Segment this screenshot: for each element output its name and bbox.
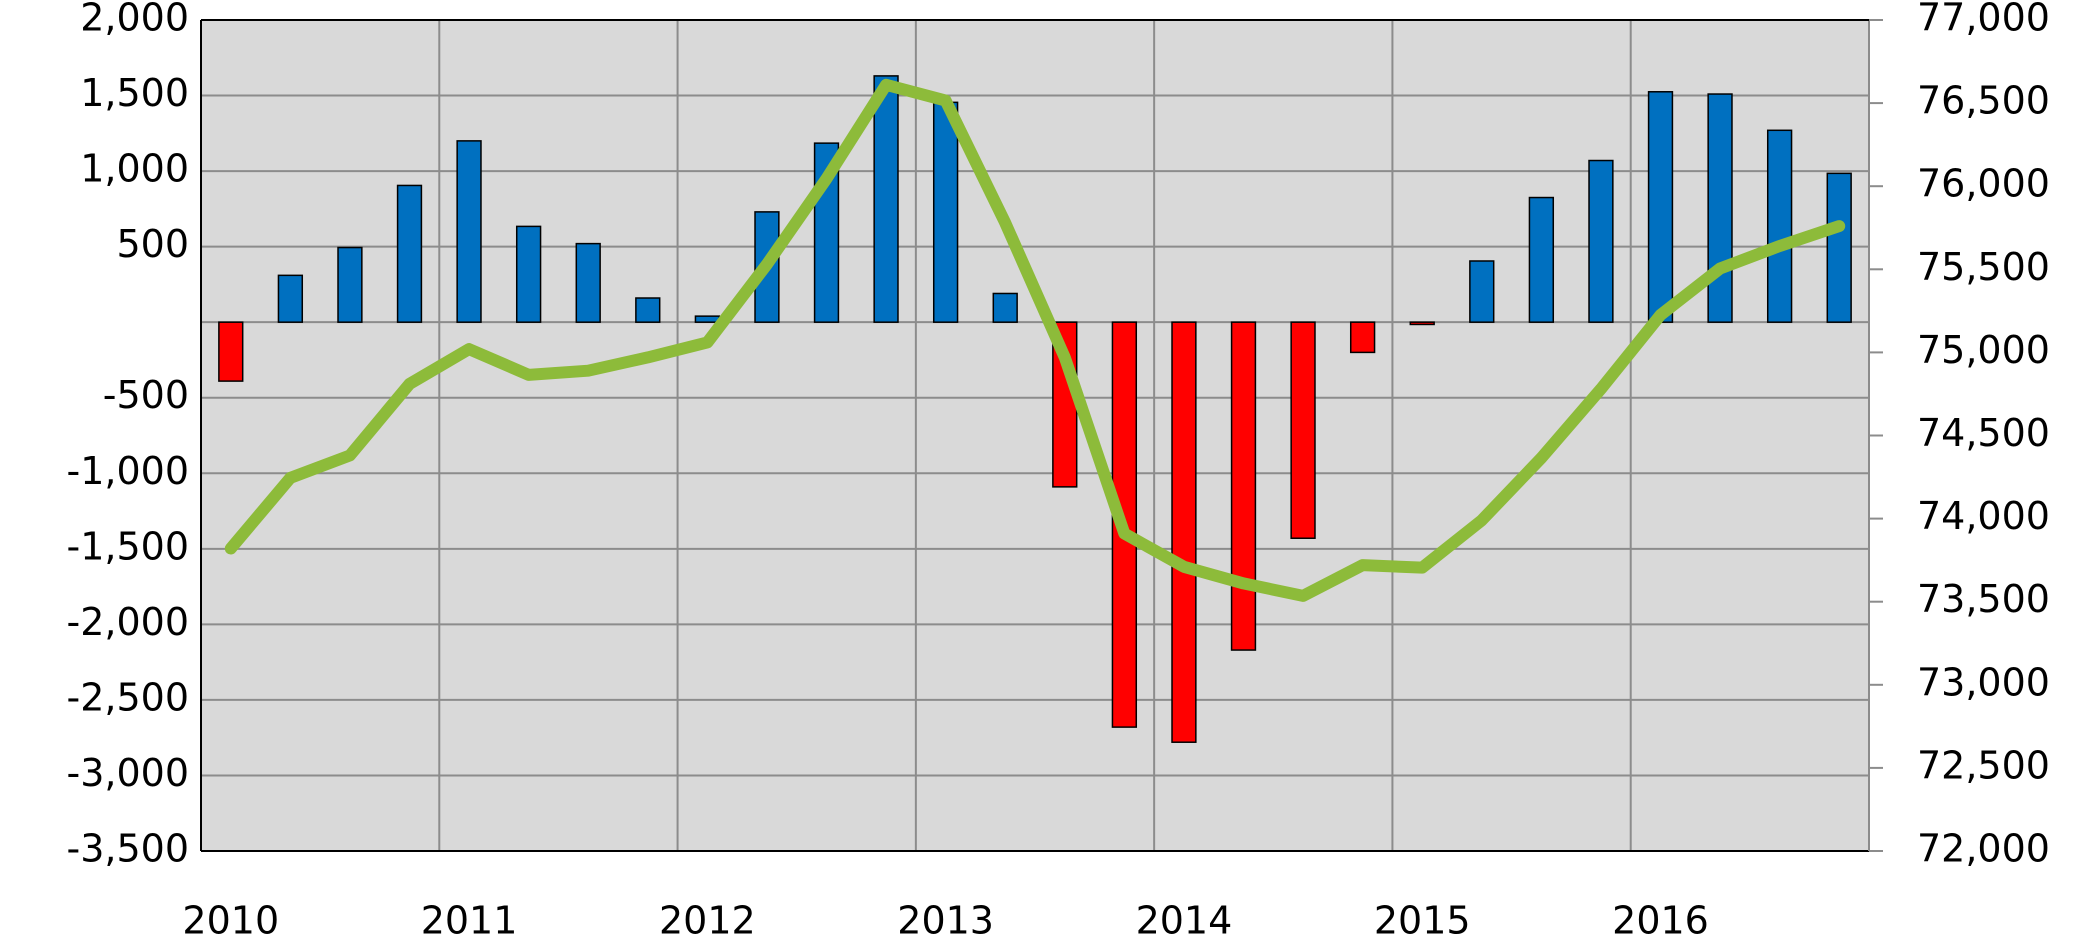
bar [575, 242, 601, 323]
bar [635, 297, 661, 323]
bar [932, 101, 959, 323]
y2-tick-label: 73,000 [1917, 660, 2050, 704]
x-tick-label: 2016 [1612, 899, 1709, 943]
bar [456, 140, 482, 323]
x-tick-label: 2013 [897, 899, 994, 943]
y-tick-label: 500 [116, 222, 189, 266]
bar [396, 184, 423, 323]
bar [1707, 93, 1733, 323]
bar [1171, 321, 1197, 743]
bar [992, 292, 1018, 323]
y-tick-label: -500 [103, 373, 189, 417]
x-tick-label: 2010 [182, 899, 279, 943]
bar [1230, 321, 1257, 651]
x-tick-label: 2012 [659, 899, 756, 943]
bar [1290, 321, 1316, 539]
bar [694, 315, 721, 323]
bar [1766, 129, 1793, 323]
bar [277, 274, 304, 323]
y-tick-label: 1,500 [80, 71, 189, 115]
y-tick-label: 2,000 [80, 0, 189, 40]
bar [873, 75, 899, 323]
bar [337, 246, 363, 323]
y2-tick-label: 73,500 [1917, 577, 2050, 621]
plot-area [201, 20, 1869, 851]
y-tick-label: -3,000 [67, 751, 190, 795]
x-tick-label: 2014 [1136, 899, 1233, 943]
y2-tick-label: 76,500 [1917, 79, 2050, 123]
y2-tick-label: 76,000 [1917, 162, 2050, 206]
y2-tick-label: 74,500 [1917, 411, 2050, 455]
y-tick-label: -2,000 [67, 600, 190, 644]
bar [1826, 172, 1852, 323]
y2-tick-label: 75,000 [1917, 328, 2050, 372]
bar [1409, 321, 1435, 326]
y2-tick-label: 74,000 [1917, 494, 2050, 538]
x-tick-label: 2015 [1374, 899, 1471, 943]
line [224, 78, 1846, 602]
y-tick-label: 1,000 [80, 147, 189, 191]
bar [1647, 91, 1674, 323]
bar [1349, 321, 1376, 354]
bar [515, 225, 542, 323]
bar [1588, 159, 1614, 323]
y2-tick-label: 75,500 [1917, 245, 2050, 289]
bar [1528, 196, 1555, 323]
bar [1469, 260, 1495, 323]
bar [218, 321, 244, 382]
y-tick-label: -1,500 [67, 524, 190, 568]
y2-tick-label: 72,000 [1917, 827, 2050, 871]
y-tick-label: -3,500 [67, 827, 190, 871]
y-tick-label: -1,000 [67, 449, 190, 493]
y2-tick-label: 77,000 [1917, 0, 2050, 40]
y2-tick-label: 72,500 [1917, 743, 2050, 787]
y-tick-label: -2,500 [67, 675, 190, 719]
x-tick-label: 2011 [421, 899, 518, 943]
